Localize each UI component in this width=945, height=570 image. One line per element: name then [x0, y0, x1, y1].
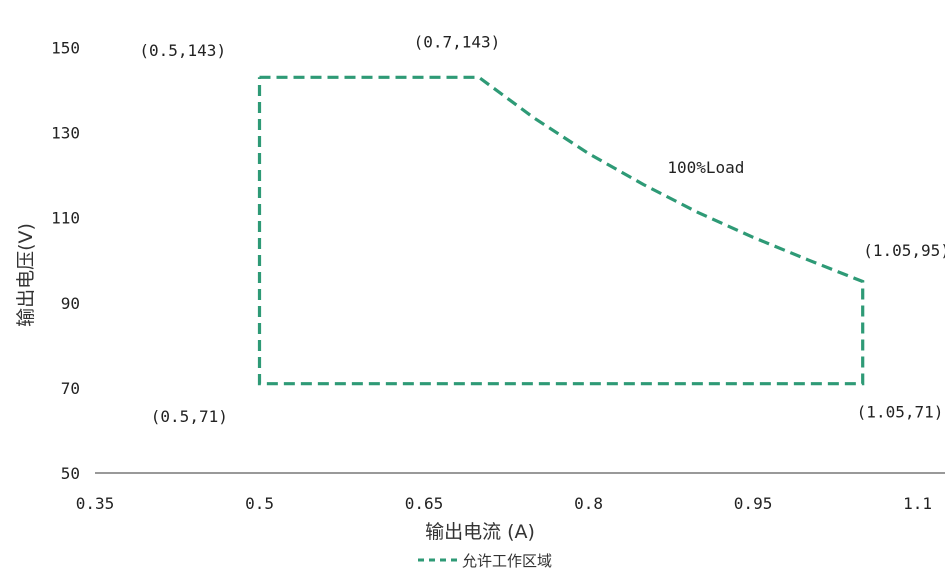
y-axis: 50 70 90 110 130 150 — [51, 39, 80, 483]
x-tick-label: 0.65 — [405, 494, 444, 513]
legend-label: 允许工作区域 — [462, 552, 552, 570]
x-axis-title: 输出电流 (A) — [425, 521, 535, 543]
y-tick-label: 150 — [51, 39, 80, 58]
annotation-label: (1.05,95) — [863, 241, 945, 260]
annotation-label: 100%Load — [667, 158, 744, 177]
annotation-label: (0.5,71) — [151, 407, 228, 426]
x-tick-label: 0.95 — [734, 494, 773, 513]
x-tick-label: 0.8 — [574, 494, 603, 513]
y-tick-label: 130 — [51, 124, 80, 143]
y-tick-label: 70 — [61, 379, 80, 398]
annotation-label: (1.05,71) — [857, 403, 944, 422]
legend: 允许工作区域 — [418, 552, 552, 570]
annotation-label: (0.5,143) — [139, 41, 226, 60]
series-layer — [257, 75, 865, 386]
annotation-label: (0.7,143) — [414, 33, 501, 52]
x-tick-label: 1.1 — [903, 494, 932, 513]
y-axis-title: 输出电压(V) — [15, 223, 37, 327]
y-tick-label: 90 — [61, 294, 80, 313]
x-axis: 0.35 0.5 0.65 0.8 0.95 1.1 — [76, 494, 932, 513]
x-tick-label: 0.5 — [245, 494, 274, 513]
x-tick-label: 0.35 — [76, 494, 115, 513]
series-line-allowed-region — [257, 75, 865, 386]
y-tick-label: 110 — [51, 209, 80, 228]
y-tick-label: 50 — [61, 464, 80, 483]
annotations: (0.5,143) (0.7,143) 100%Load (1.05,95) (0.5,… — [139, 33, 945, 426]
